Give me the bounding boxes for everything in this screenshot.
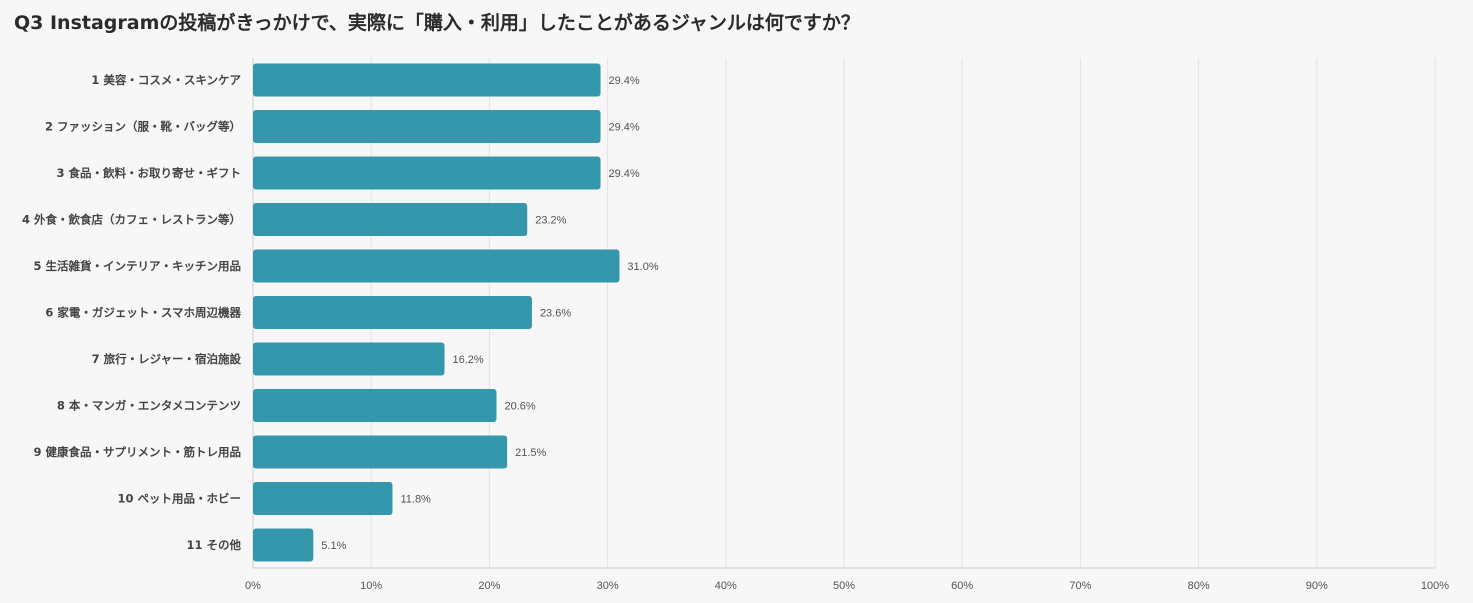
bar (253, 296, 532, 329)
value-label: 16.2% (452, 354, 483, 366)
value-label: 29.4% (609, 122, 640, 134)
x-tick-label: 50% (833, 580, 855, 592)
x-tick-label: 70% (1069, 580, 1091, 592)
category-label: 5 生活雑貨・インテリア・キッチン用品 (33, 259, 241, 273)
category-labels: 1 美容・コスメ・スキンケア 2 ファッション（服・靴・バッグ等） 3 食品・飲料・… (22, 73, 242, 552)
value-label: 11.8% (400, 494, 431, 506)
value-label: 29.4% (609, 75, 640, 87)
category-label: 7 旅行・レジャー・宿泊施設 (92, 352, 242, 366)
value-label: 21.5% (515, 447, 546, 459)
value-label: 29.4% (609, 168, 640, 180)
value-label: 20.6% (504, 401, 535, 413)
x-tick-label: 90% (1306, 580, 1328, 592)
bar (253, 435, 508, 469)
x-tick-label: 30% (597, 580, 619, 592)
category-label: 11 その他 (186, 538, 241, 552)
x-tick-label: 40% (715, 580, 737, 592)
value-labels: 29.4% 29.4% 29.4% 23.2% 31.0% 23.6% 16.2% 20.6%… (321, 75, 659, 552)
category-label: 1 美容・コスメ・スキンケア (91, 73, 241, 87)
bar (253, 342, 445, 376)
category-label: 6 家電・ガジェット・スマホ周辺機器 (45, 306, 241, 320)
bar (253, 110, 601, 143)
bar (253, 249, 620, 283)
bar (253, 482, 393, 515)
category-label: 9 健康食品・サプリメント・筋トレ用品 (33, 445, 241, 459)
bars (253, 63, 620, 562)
x-tick-label: 100% (1421, 580, 1449, 592)
grid-lines (252, 58, 1436, 569)
x-tick-label: 60% (951, 580, 973, 592)
x-tick-label: 20% (478, 580, 500, 592)
chart-title: Q3 Instagramの投稿がきっかけで、実際に「購入・利用」したことがあるジ… (14, 12, 860, 34)
bar (253, 203, 528, 236)
x-tick-label: 10% (360, 580, 382, 592)
category-label: 3 食品・飲料・お取り寄せ・ギフト (56, 166, 241, 180)
bar (253, 156, 601, 190)
bar (253, 389, 497, 422)
category-label: 8 本・マンガ・エンタメコンテンツ (57, 399, 241, 413)
category-label: 2 ファッション（服・靴・バッグ等） (45, 120, 241, 134)
category-label: 10 ペット用品・ホビー (117, 492, 241, 506)
value-label: 23.2% (535, 215, 566, 227)
bar (253, 528, 314, 562)
value-label: 23.6% (540, 308, 571, 320)
value-label: 31.0% (627, 261, 658, 273)
bar (253, 63, 601, 97)
x-tick-label: 80% (1188, 580, 1210, 592)
value-label: 5.1% (321, 540, 346, 552)
category-label: 4 外食・飲食店（カフェ・レストラン等） (22, 213, 241, 227)
x-tick-label: 0% (245, 580, 261, 592)
x-axis-ticks: 0% 10% 20% 30% 40% 50% 60% 70% 80% 90% 100% (245, 580, 1449, 592)
